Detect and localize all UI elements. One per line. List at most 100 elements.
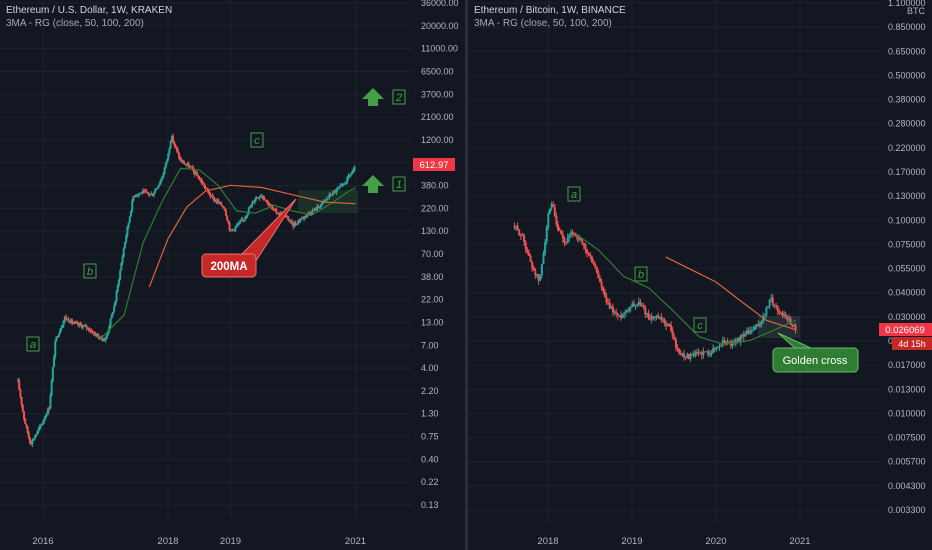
candle-body — [17, 380, 19, 383]
candle-body — [250, 204, 253, 208]
candle-body — [178, 152, 181, 159]
panel-divider[interactable] — [465, 0, 468, 550]
chart-panel-ethusd[interactable]: 36000.00 20000.00 11000.00 6500.00 3700.00 21… — [0, 0, 466, 550]
candle-body — [72, 323, 75, 325]
candle-body — [218, 202, 221, 204]
candle-body — [135, 195, 138, 197]
candle-body — [242, 219, 245, 221]
y-tick-label: 20000.00 — [421, 21, 459, 31]
y-tick-label: 0.850000 — [888, 22, 926, 32]
candle-body — [56, 336, 59, 338]
y-tick-label: 0.055000 — [888, 264, 926, 274]
consolidation-box — [298, 190, 358, 213]
candle-body — [95, 333, 98, 337]
candle-body — [600, 282, 603, 288]
candle-body — [760, 322, 763, 325]
candle-body — [750, 330, 753, 332]
candle-body — [310, 213, 313, 215]
candle-body — [670, 325, 673, 331]
y-tick-label: 1200.00 — [421, 135, 454, 145]
candle-body — [182, 161, 185, 164]
candle-body — [561, 234, 564, 239]
candle-body — [589, 254, 592, 257]
candle-body — [671, 330, 674, 337]
chart-panel-ethbtc[interactable]: 1.100000 0.850000 0.650000 0.500000 0.380000… — [468, 0, 932, 550]
candle-body — [683, 353, 686, 357]
candle-body — [550, 204, 553, 209]
candle-body — [158, 182, 161, 185]
candle-body — [134, 195, 137, 197]
candle-body — [336, 188, 339, 190]
candle-body — [197, 175, 200, 179]
candle-body — [89, 330, 92, 332]
candle-body — [151, 193, 154, 197]
candle-body — [239, 221, 242, 223]
candle-body — [214, 200, 217, 202]
candle-body — [50, 380, 53, 396]
indicator-legend[interactable]: 3MA - RG (close, 50, 100, 200) — [6, 18, 144, 29]
callout-200ma[interactable]: 200MA — [201, 198, 297, 278]
candle-body — [710, 352, 713, 355]
price-axis[interactable]: 36000.00 20000.00 11000.00 6500.00 3700.00 21… — [421, 0, 459, 510]
candle-body — [49, 395, 52, 409]
candle-body — [86, 327, 89, 329]
callout-golden-cross[interactable]: Golden cross — [772, 332, 859, 373]
candle-body — [632, 303, 635, 306]
ethusd-chart-canvas[interactable]: 36000.0020000.0011000.006500.003700.0021… — [0, 0, 466, 550]
candle-body — [19, 389, 22, 397]
candle-body — [679, 353, 682, 356]
candle-body — [770, 297, 773, 300]
candle-body — [602, 287, 605, 292]
candle-body — [637, 301, 640, 305]
candle-body — [762, 316, 765, 323]
candle-body — [29, 437, 32, 444]
candle-body — [618, 315, 621, 317]
candle-body — [66, 318, 69, 320]
candle-body — [129, 211, 132, 217]
candle-body — [605, 296, 608, 303]
candle-body — [44, 415, 47, 419]
candle-body — [574, 234, 577, 236]
candle-body — [80, 325, 83, 328]
candle-body — [692, 354, 695, 356]
candle-body — [621, 314, 624, 319]
candle-body — [742, 334, 745, 337]
y-tick-label: 380.00 — [421, 181, 449, 191]
candle-body — [545, 227, 548, 242]
time-axis[interactable]: 2016 2018 2019 2021 — [32, 536, 366, 547]
svg-text:c: c — [254, 135, 260, 147]
candle-body — [781, 312, 784, 316]
time-axis[interactable]: 2018 2019 2020 2021 — [537, 536, 810, 547]
candle-body — [687, 353, 690, 359]
candle-body — [210, 195, 213, 197]
ethbtc-chart-canvas[interactable]: 1.100000 0.850000 0.650000 0.500000 0.380000… — [468, 0, 932, 550]
candle-body — [253, 199, 256, 203]
candle-body — [228, 222, 231, 230]
indicator-legend[interactable]: 3MA - RG (close, 50, 100, 200) — [474, 18, 612, 29]
price-axis[interactable]: 1.100000 0.850000 0.650000 0.500000 0.380000… — [888, 0, 926, 515]
candle-body — [697, 352, 700, 354]
candle-body — [695, 352, 698, 354]
candle-body — [330, 195, 333, 197]
candle-body — [241, 219, 244, 221]
candle-body — [26, 426, 29, 433]
candle-body — [713, 348, 716, 350]
y-tick-label: 0.013000 — [888, 384, 926, 394]
svg-text:2: 2 — [395, 92, 402, 104]
candle-body — [527, 252, 530, 256]
candle-body — [784, 314, 787, 317]
candle-body — [689, 355, 692, 359]
candle-body — [144, 190, 147, 192]
plot-area — [17, 133, 356, 447]
candle-body — [196, 172, 199, 176]
candle-body — [534, 270, 537, 276]
wave-label-1: 1 — [392, 176, 406, 192]
candle-body — [187, 163, 190, 168]
candle-body — [726, 341, 729, 343]
candle-body — [309, 213, 312, 215]
candle-body — [298, 220, 301, 222]
candle-body — [686, 353, 689, 358]
candle-body — [166, 159, 169, 163]
candle-body — [71, 319, 74, 324]
candle-body — [610, 306, 613, 309]
